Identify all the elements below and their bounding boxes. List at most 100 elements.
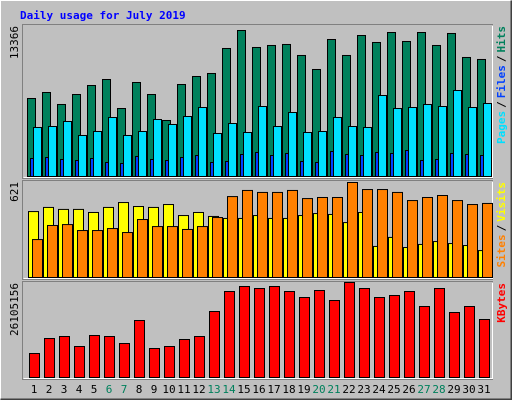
x-tick-label: 30 [462,383,475,396]
bar [77,230,88,279]
bar [363,126,372,177]
x-tick-label: 31 [477,383,490,396]
bar [104,336,115,379]
bar [333,117,342,178]
x-tick-label: 27 [417,383,430,396]
bar [182,228,193,278]
x-tick-label: 26 [402,383,415,396]
x-tick-label: 25 [387,383,400,396]
bar [134,320,145,379]
x-tick-label: 10 [162,383,175,396]
bar [149,348,160,378]
x-tick-label: 28 [432,383,445,396]
x-tick-label: 12 [192,383,205,396]
x-tick-label: 7 [121,383,128,396]
bar [464,306,475,378]
bar [138,130,147,178]
x-tick-label: 29 [447,383,460,396]
legend-separator: / [495,224,508,231]
x-tick-label: 14 [222,383,236,396]
x-tick-label: 13 [207,383,220,396]
bar [392,191,403,278]
bar [302,198,313,278]
bar [92,230,103,279]
legend-entry: Files [495,65,508,98]
bar [329,300,340,378]
x-tick-label: 21 [327,383,340,396]
bar [47,224,58,279]
bar [63,121,72,177]
x-tick-label: 4 [76,383,83,396]
x-tick-label: 18 [282,383,295,396]
bar [239,286,250,378]
x-tick-label: 3 [61,383,68,396]
bar [213,132,222,177]
bar [273,126,282,177]
bar [108,117,117,178]
legend: KBytes [495,283,508,323]
bar [272,191,283,278]
bar [119,343,130,378]
x-tick-label: 22 [342,383,355,396]
bar [152,226,163,278]
bar [408,106,417,177]
bar [332,196,343,278]
bar [33,126,42,177]
bar [179,339,190,379]
y-max-label: 13366 [8,26,21,59]
bar [449,312,460,378]
bar [48,126,57,177]
bar [137,219,148,278]
bar [74,346,85,378]
x-tick-label: 19 [297,383,310,396]
bar [318,130,327,178]
bar [89,335,100,379]
bar [467,204,478,279]
bar [359,288,370,378]
legend-entry: Visits [495,182,508,222]
x-tick-label: 8 [136,383,143,396]
x-tick-label: 5 [91,383,98,396]
bar [438,106,447,177]
bar [32,239,43,278]
bar [93,130,102,178]
bar [299,297,310,378]
x-tick-label: 6 [106,383,113,396]
legend-entry: KBytes [495,283,508,323]
bar [254,288,265,378]
x-tick-label: 2 [46,383,53,396]
bar [228,123,237,177]
bar [422,196,433,278]
bar [389,295,400,378]
legend-separator: / [495,101,508,108]
bar [287,189,298,278]
legend: Sites / Visits [495,182,508,268]
legend-entry: Pages [495,111,508,144]
bar [453,90,462,177]
bar [194,336,205,379]
bar [437,195,448,278]
bar [123,134,132,178]
bar [269,286,280,378]
bar [347,182,358,278]
bar [314,290,325,378]
bar [407,200,418,278]
bar [479,319,490,379]
bar [344,282,355,378]
bar [452,200,463,278]
y-max-label: 26105156 [8,283,21,336]
bar [258,106,267,177]
x-tick-label: 20 [312,383,325,396]
panel-bevel [23,282,493,379]
bar [122,232,133,278]
bar [317,196,328,278]
bar [348,126,357,177]
x-tick-label: 15 [237,383,250,396]
bar [242,189,253,278]
bar [374,297,385,378]
bar [288,112,297,177]
bar [434,288,445,378]
bar [284,291,295,378]
